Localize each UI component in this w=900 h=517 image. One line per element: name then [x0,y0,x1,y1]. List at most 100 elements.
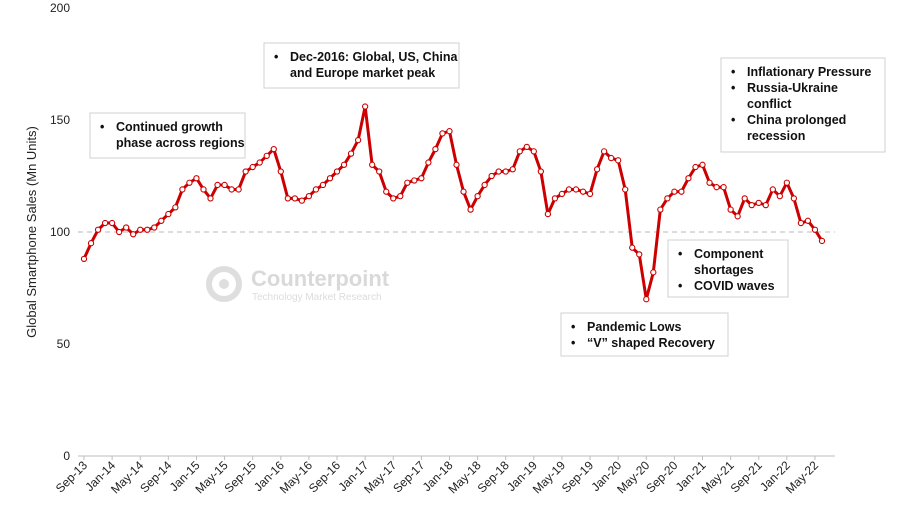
data-point [291,195,299,202]
y-tick-label: 0 [63,449,70,463]
data-point [425,159,432,166]
annotation-text: Inflationary Pressure [747,65,871,79]
y-axis-label: Global Smartphone Sales (Mn Units) [24,126,39,338]
data-point [193,175,200,182]
counterpoint-logo-dot [219,279,229,289]
data-point [137,226,144,233]
annotation-text: recession [747,129,805,143]
data-point [818,237,826,245]
data-point [790,195,798,202]
data-point [551,195,559,202]
data-point [558,190,566,198]
annotation-bullet: • [678,247,682,261]
data-point [572,186,580,193]
data-point [544,210,552,218]
data-point [523,143,530,151]
data-point [319,181,327,189]
x-tick-label: May-17 [361,458,399,496]
data-point [179,186,186,193]
data-point [383,188,390,195]
data-point [643,296,650,303]
data-point [481,181,488,189]
data-point [467,206,474,213]
y-tick-label: 50 [57,337,71,351]
data-point [811,226,819,233]
annotation-bullet: • [731,65,735,79]
data-point [411,177,418,184]
data-point [748,201,755,209]
annotation-text: Russia-Ukraine [747,81,838,95]
x-tick-label: Sep-21 [728,458,765,495]
data-point [446,128,453,135]
data-point [678,188,685,195]
data-point [783,179,791,186]
data-point [87,240,95,247]
data-point [474,193,481,200]
annotation-bullet: • [571,336,575,350]
data-point [340,161,348,168]
watermark-title: Counterpoint [251,266,390,291]
data-point [734,213,741,220]
x-tick-label: Sep-18 [475,458,512,495]
data-point [298,197,306,204]
data-point [277,168,284,175]
data-point [727,206,734,213]
data-point [488,172,495,180]
data-point [762,201,769,209]
data-point [404,179,411,186]
annotation-box: • Dec-2016: Global, US, China and Europe m… [263,42,460,89]
data-point [390,195,397,202]
x-tick-label: Sep-17 [390,458,427,495]
annotation-frame [720,57,886,153]
data-point [130,231,137,238]
data-point [235,186,242,193]
data-point [769,186,776,193]
data-point [636,251,643,258]
annotation-box: • Inflationary Pressure • Russia-Ukraine con… [720,57,886,153]
data-point [263,152,270,159]
annotation-box: • Component shortages • COVID waves [667,239,789,298]
data-point [221,181,228,189]
x-tick-label: May-19 [530,458,568,496]
data-point [172,204,179,211]
watermark-subtitle: Technology Market Research [252,292,382,303]
x-tick-label: May-21 [699,458,737,496]
data-point [80,255,88,263]
x-tick-label: May-14 [108,458,146,496]
x-tick-label: Sep-13 [53,458,90,495]
data-point [369,161,376,168]
data-point [270,145,277,153]
annotation-bullet: • [678,279,682,293]
data-point [537,168,545,175]
x-tick-labels: Sep-13Jan-14May-14Sep-14Jan-15May-15Sep-… [53,456,821,496]
data-point [200,186,207,193]
annotation-bullet: • [731,113,735,127]
annotation-frame [89,112,246,159]
annotation-text: China prolonged [747,113,846,127]
data-point [615,157,622,164]
y-tick-labels: 0 50 100 150 200 [50,1,70,463]
data-point [804,217,812,224]
data-point [186,179,193,186]
annotation-frame [560,312,729,357]
annotation-text: COVID waves [694,279,775,293]
annotation-text: “V” shaped Recovery [587,336,715,350]
data-point [776,193,783,200]
annotation-frame [263,42,460,89]
series-group [80,103,826,303]
data-point [151,224,158,231]
series-line [82,105,824,301]
y-tick-label: 150 [50,113,70,127]
data-point [123,224,130,231]
annotation-bullet: • [731,81,735,95]
x-tick-label: May-16 [277,458,315,496]
x-tick-label: Sep-19 [559,458,596,495]
data-point [432,145,439,153]
data-point [361,103,369,110]
data-point [607,154,615,162]
counterpoint-watermark: Counterpoint Technology Market Research [206,266,390,303]
x-tick-label: Sep-14 [137,458,174,495]
data-point [439,130,446,137]
data-point [495,168,502,175]
